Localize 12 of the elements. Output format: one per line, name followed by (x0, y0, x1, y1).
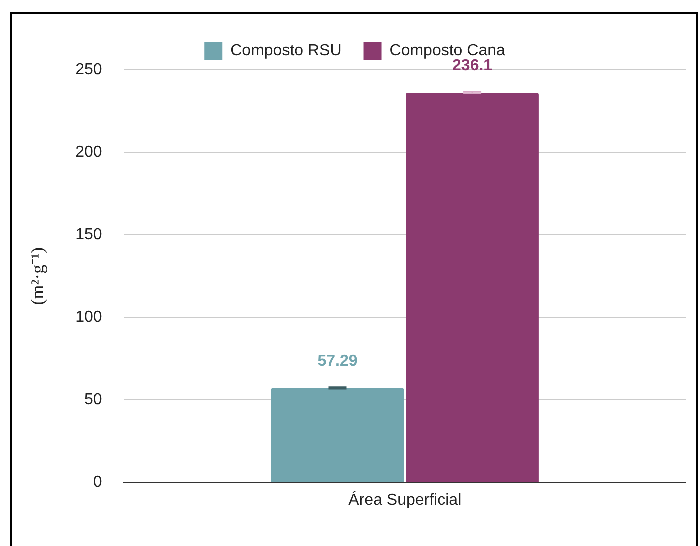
legend-label: Composto Cana (390, 42, 506, 60)
data-label: 236.1 (452, 58, 493, 75)
y-tick-label: 0 (93, 474, 102, 492)
y-tick-label: 250 (76, 61, 102, 78)
y-tick-label: 150 (76, 226, 102, 244)
y-tick-label: 50 (84, 392, 102, 409)
y-axis-title: (m²·g⁻¹) (28, 248, 48, 306)
data-label: 57.29 (318, 352, 358, 370)
x-tick-label: Área Superficial (348, 490, 462, 509)
legend-label: Composto RSU (230, 42, 342, 60)
y-tick-label: 200 (76, 144, 102, 161)
y-tick-label: 100 (76, 309, 102, 326)
